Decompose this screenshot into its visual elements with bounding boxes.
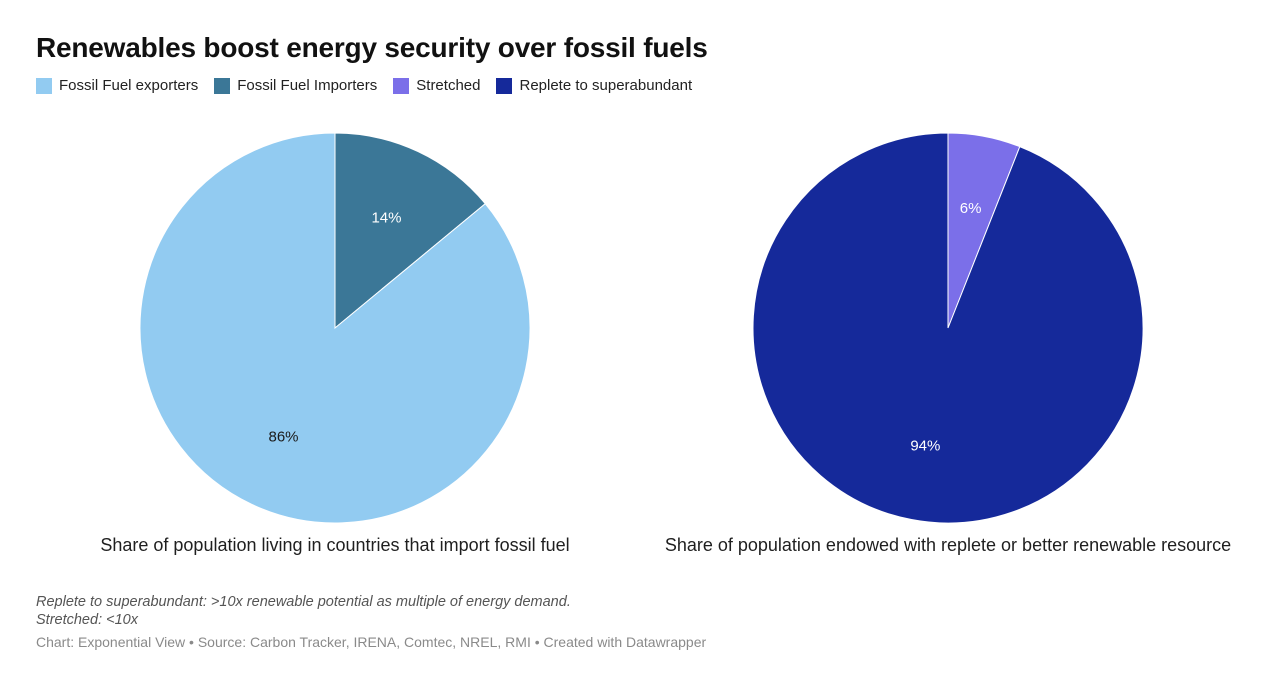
chart-source: Chart: Exponential View • Source: Carbon… <box>36 634 707 650</box>
chart-title: Renewables boost energy security over fo… <box>36 32 708 63</box>
note-stretched-definition: Stretched: <10x <box>36 612 138 628</box>
legend-item-fossil-fuel-importers: Fossil Fuel Importers <box>214 77 377 94</box>
chart-notes: Replete to superabundant: >10x renewable… <box>36 593 571 629</box>
legend-item-fossil-fuel-exporters: Fossil Fuel exporters <box>36 77 198 94</box>
pie-slice-fossil-fuel-importers <box>334 132 486 330</box>
pie-svg: 14% 86% <box>139 132 531 524</box>
legend-item-stretched: Stretched <box>393 77 480 94</box>
legend-swatch <box>393 77 410 94</box>
pie-label-fossil-fuel-exporters: 86% <box>269 428 299 445</box>
pie-slice-fossil-fuel-exporters <box>139 132 531 524</box>
pie-svg: 6% 94% <box>752 132 1144 524</box>
legend-swatch <box>214 77 231 94</box>
legend-label: Fossil Fuel exporters <box>59 77 199 94</box>
pie-label-fossil-fuel-importers: 14% <box>371 210 401 227</box>
legend-label: Stretched <box>416 77 481 94</box>
note-replete-definition: Replete to superabundant: >10x renewable… <box>36 594 571 610</box>
legend-swatch <box>496 77 513 94</box>
legend: Fossil Fuel exporters Fossil Fuel Import… <box>36 77 708 94</box>
pie-label-replete-to-superabundant: 94% <box>910 438 940 455</box>
pie-label-stretched: 6% <box>960 200 982 217</box>
legend-item-replete-to-superabundant: Replete to superabundant <box>496 77 692 94</box>
legend-swatch <box>36 77 52 94</box>
legend-label: Fossil Fuel Importers <box>237 77 378 94</box>
pie-slice-replete-to-superabundant <box>752 132 1144 524</box>
pie-chart-fossil-fuel-import: 14% 86% <box>135 128 535 528</box>
pie-caption-renewable-resource: Share of population endowed with replete… <box>664 535 1232 555</box>
pie-chart-renewable-resource: 6% 94% <box>748 128 1148 528</box>
pie-caption-fossil-fuel-import: Share of population living in countries … <box>100 535 570 555</box>
legend-label: Replete to superabundant <box>519 77 693 94</box>
